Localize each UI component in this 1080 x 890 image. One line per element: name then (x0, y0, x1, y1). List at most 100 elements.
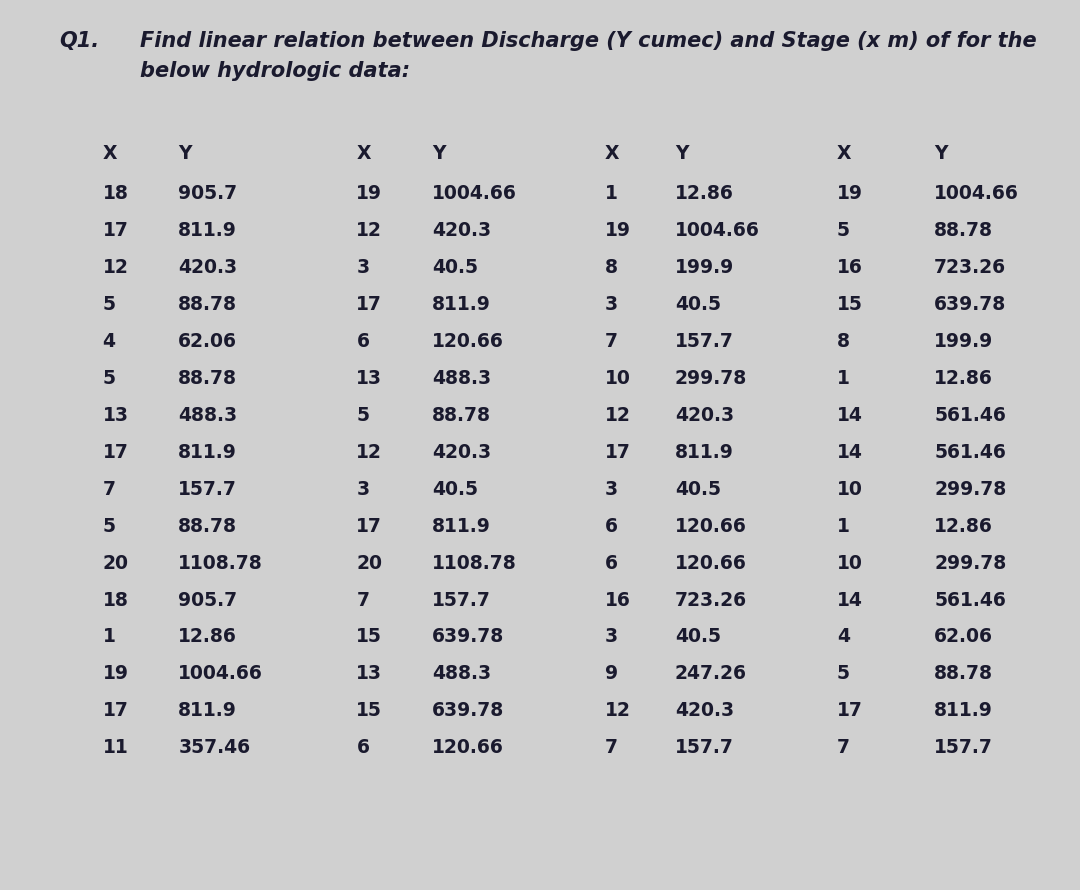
Text: 17: 17 (103, 221, 129, 240)
Text: 62.06: 62.06 (178, 332, 238, 351)
Text: 1108.78: 1108.78 (432, 554, 516, 572)
Text: 16: 16 (605, 591, 631, 610)
Text: 5: 5 (103, 516, 116, 536)
Text: 12.86: 12.86 (934, 516, 994, 536)
Text: 18: 18 (103, 184, 129, 203)
Text: 420.3: 420.3 (675, 701, 734, 720)
Text: 7: 7 (103, 480, 116, 498)
Text: 6: 6 (356, 739, 369, 757)
Text: 40.5: 40.5 (675, 480, 721, 498)
Text: 40.5: 40.5 (432, 258, 478, 277)
Text: 8: 8 (605, 258, 618, 277)
Text: 7: 7 (605, 332, 618, 351)
Text: 88.78: 88.78 (934, 221, 994, 240)
Text: 120.66: 120.66 (675, 516, 747, 536)
Text: 420.3: 420.3 (432, 221, 491, 240)
Text: Y: Y (675, 144, 689, 163)
Text: 12: 12 (103, 258, 129, 277)
Text: X: X (356, 144, 370, 163)
Text: 157.7: 157.7 (432, 591, 491, 610)
Text: 62.06: 62.06 (934, 627, 994, 646)
Text: 299.78: 299.78 (934, 554, 1007, 572)
Text: 15: 15 (837, 295, 863, 314)
Text: 1: 1 (103, 627, 116, 646)
Text: 5: 5 (103, 295, 116, 314)
Text: 120.66: 120.66 (675, 554, 747, 572)
Text: 12.86: 12.86 (934, 368, 994, 388)
Text: 4: 4 (837, 627, 850, 646)
Text: 5: 5 (837, 664, 850, 684)
Text: 420.3: 420.3 (178, 258, 238, 277)
Text: 17: 17 (356, 516, 382, 536)
Text: 6: 6 (605, 554, 618, 572)
Text: 905.7: 905.7 (178, 591, 238, 610)
Text: 811.9: 811.9 (934, 701, 994, 720)
Text: 561.46: 561.46 (934, 442, 1007, 462)
Text: 7: 7 (605, 739, 618, 757)
Text: 4: 4 (103, 332, 116, 351)
Text: 1: 1 (605, 184, 618, 203)
Text: 811.9: 811.9 (178, 221, 238, 240)
Text: 3: 3 (356, 258, 369, 277)
Text: 1108.78: 1108.78 (178, 554, 262, 572)
Text: 7: 7 (356, 591, 369, 610)
Text: 7: 7 (837, 739, 850, 757)
Text: 3: 3 (605, 627, 618, 646)
Text: 3: 3 (605, 480, 618, 498)
Text: 10: 10 (605, 368, 631, 388)
Text: 639.78: 639.78 (934, 295, 1007, 314)
Text: 1004.66: 1004.66 (675, 221, 760, 240)
Text: 1004.66: 1004.66 (178, 664, 264, 684)
Text: 6: 6 (605, 516, 618, 536)
Text: 12: 12 (605, 406, 631, 425)
Text: 811.9: 811.9 (178, 442, 238, 462)
Text: 19: 19 (837, 184, 863, 203)
Text: 17: 17 (356, 295, 382, 314)
Text: 723.26: 723.26 (675, 591, 747, 610)
Text: 157.7: 157.7 (675, 739, 734, 757)
Text: 88.78: 88.78 (178, 295, 238, 314)
Text: Y: Y (178, 144, 192, 163)
Text: 17: 17 (103, 442, 129, 462)
Text: 11: 11 (103, 739, 129, 757)
Text: 811.9: 811.9 (432, 295, 491, 314)
Text: 12: 12 (605, 701, 631, 720)
Text: 157.7: 157.7 (675, 332, 734, 351)
Text: 40.5: 40.5 (432, 480, 478, 498)
Text: 88.78: 88.78 (178, 516, 238, 536)
Text: 88.78: 88.78 (432, 406, 491, 425)
Text: 18: 18 (103, 591, 129, 610)
Text: 10: 10 (837, 554, 863, 572)
Text: 12: 12 (356, 221, 382, 240)
Text: 16: 16 (837, 258, 863, 277)
Text: 88.78: 88.78 (934, 664, 994, 684)
Text: 12.86: 12.86 (675, 184, 734, 203)
Text: 157.7: 157.7 (934, 739, 994, 757)
Text: 9: 9 (605, 664, 618, 684)
Text: 19: 19 (605, 221, 631, 240)
Text: 639.78: 639.78 (432, 627, 504, 646)
Text: 14: 14 (837, 591, 863, 610)
Text: 811.9: 811.9 (675, 442, 734, 462)
Text: 40.5: 40.5 (675, 627, 721, 646)
Text: 639.78: 639.78 (432, 701, 504, 720)
Text: 8: 8 (837, 332, 850, 351)
Text: 905.7: 905.7 (178, 184, 238, 203)
Text: 20: 20 (356, 554, 382, 572)
Text: 1: 1 (837, 516, 850, 536)
Text: 157.7: 157.7 (178, 480, 238, 498)
Text: Find linear relation between Discharge (Y cumec) and Stage (x m) of for the
belo: Find linear relation between Discharge (… (140, 31, 1037, 81)
Text: 88.78: 88.78 (178, 368, 238, 388)
Text: 19: 19 (356, 184, 382, 203)
Text: 247.26: 247.26 (675, 664, 747, 684)
Text: 561.46: 561.46 (934, 591, 1007, 610)
Text: 14: 14 (837, 442, 863, 462)
Text: 811.9: 811.9 (432, 516, 491, 536)
Text: 1004.66: 1004.66 (432, 184, 517, 203)
Text: 3: 3 (605, 295, 618, 314)
Text: 811.9: 811.9 (178, 701, 238, 720)
Text: 15: 15 (356, 701, 382, 720)
Text: 20: 20 (103, 554, 129, 572)
Text: 299.78: 299.78 (934, 480, 1007, 498)
Text: X: X (605, 144, 619, 163)
